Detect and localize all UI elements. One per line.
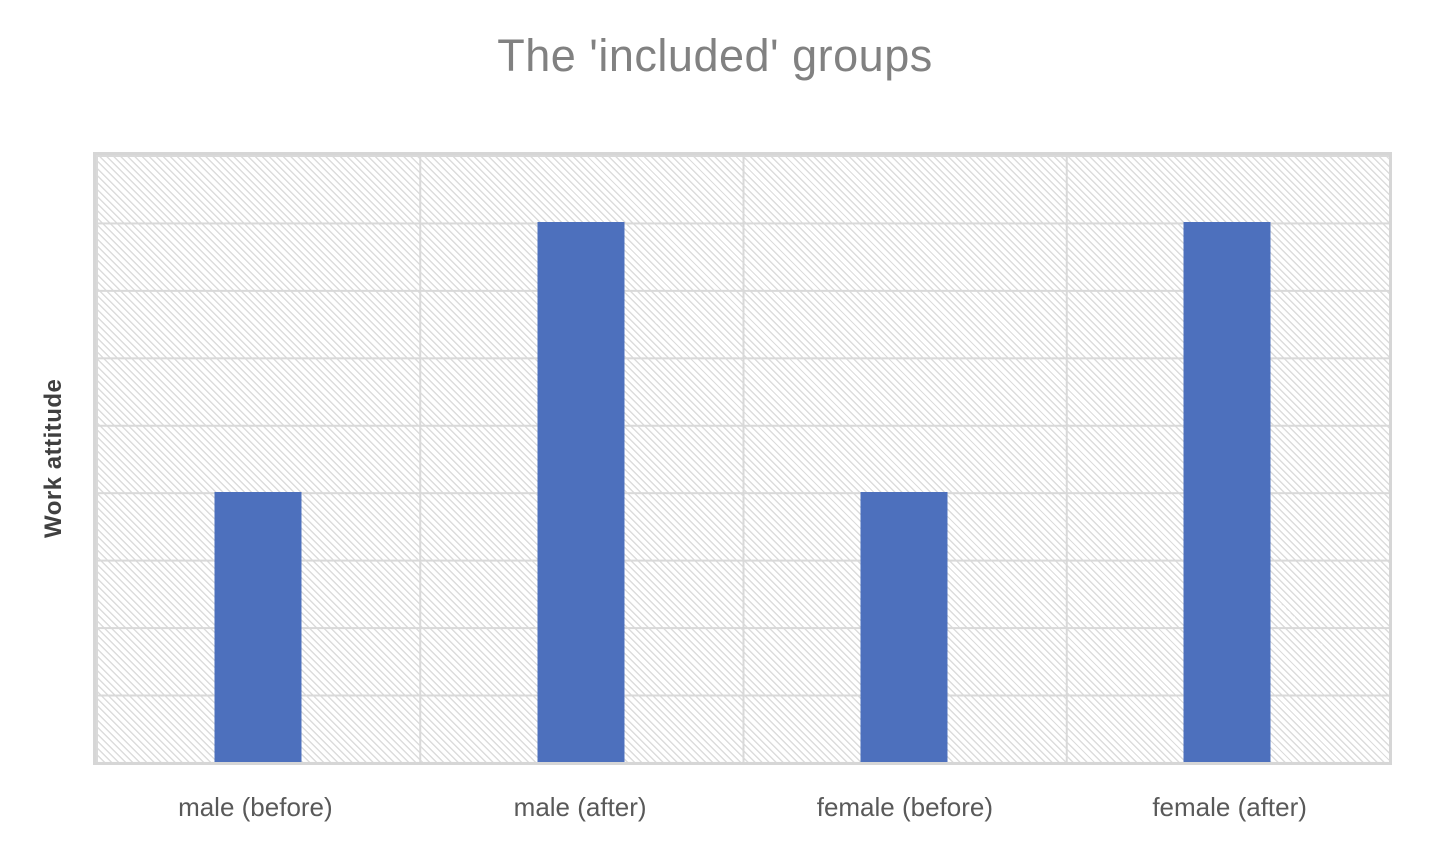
x-axis-label-female-after: female (after): [1152, 792, 1307, 822]
x-axis-label-male-before: male (before): [178, 792, 333, 822]
bar-male-after: [537, 222, 625, 762]
y-axis-title: Work attitude: [40, 378, 67, 539]
bar-female-before: [860, 492, 948, 762]
bar-female-after: [1183, 222, 1271, 762]
x-axis-label-female-before: female (before): [816, 792, 994, 822]
plot-area: [93, 152, 1392, 765]
chart-title: The 'included' groups: [497, 30, 933, 81]
bar-male-before: [214, 492, 302, 762]
x-axis-label-male-after: male (after): [513, 792, 647, 822]
x-axis-labels: male (before) male (after) female (befor…: [93, 792, 1392, 823]
